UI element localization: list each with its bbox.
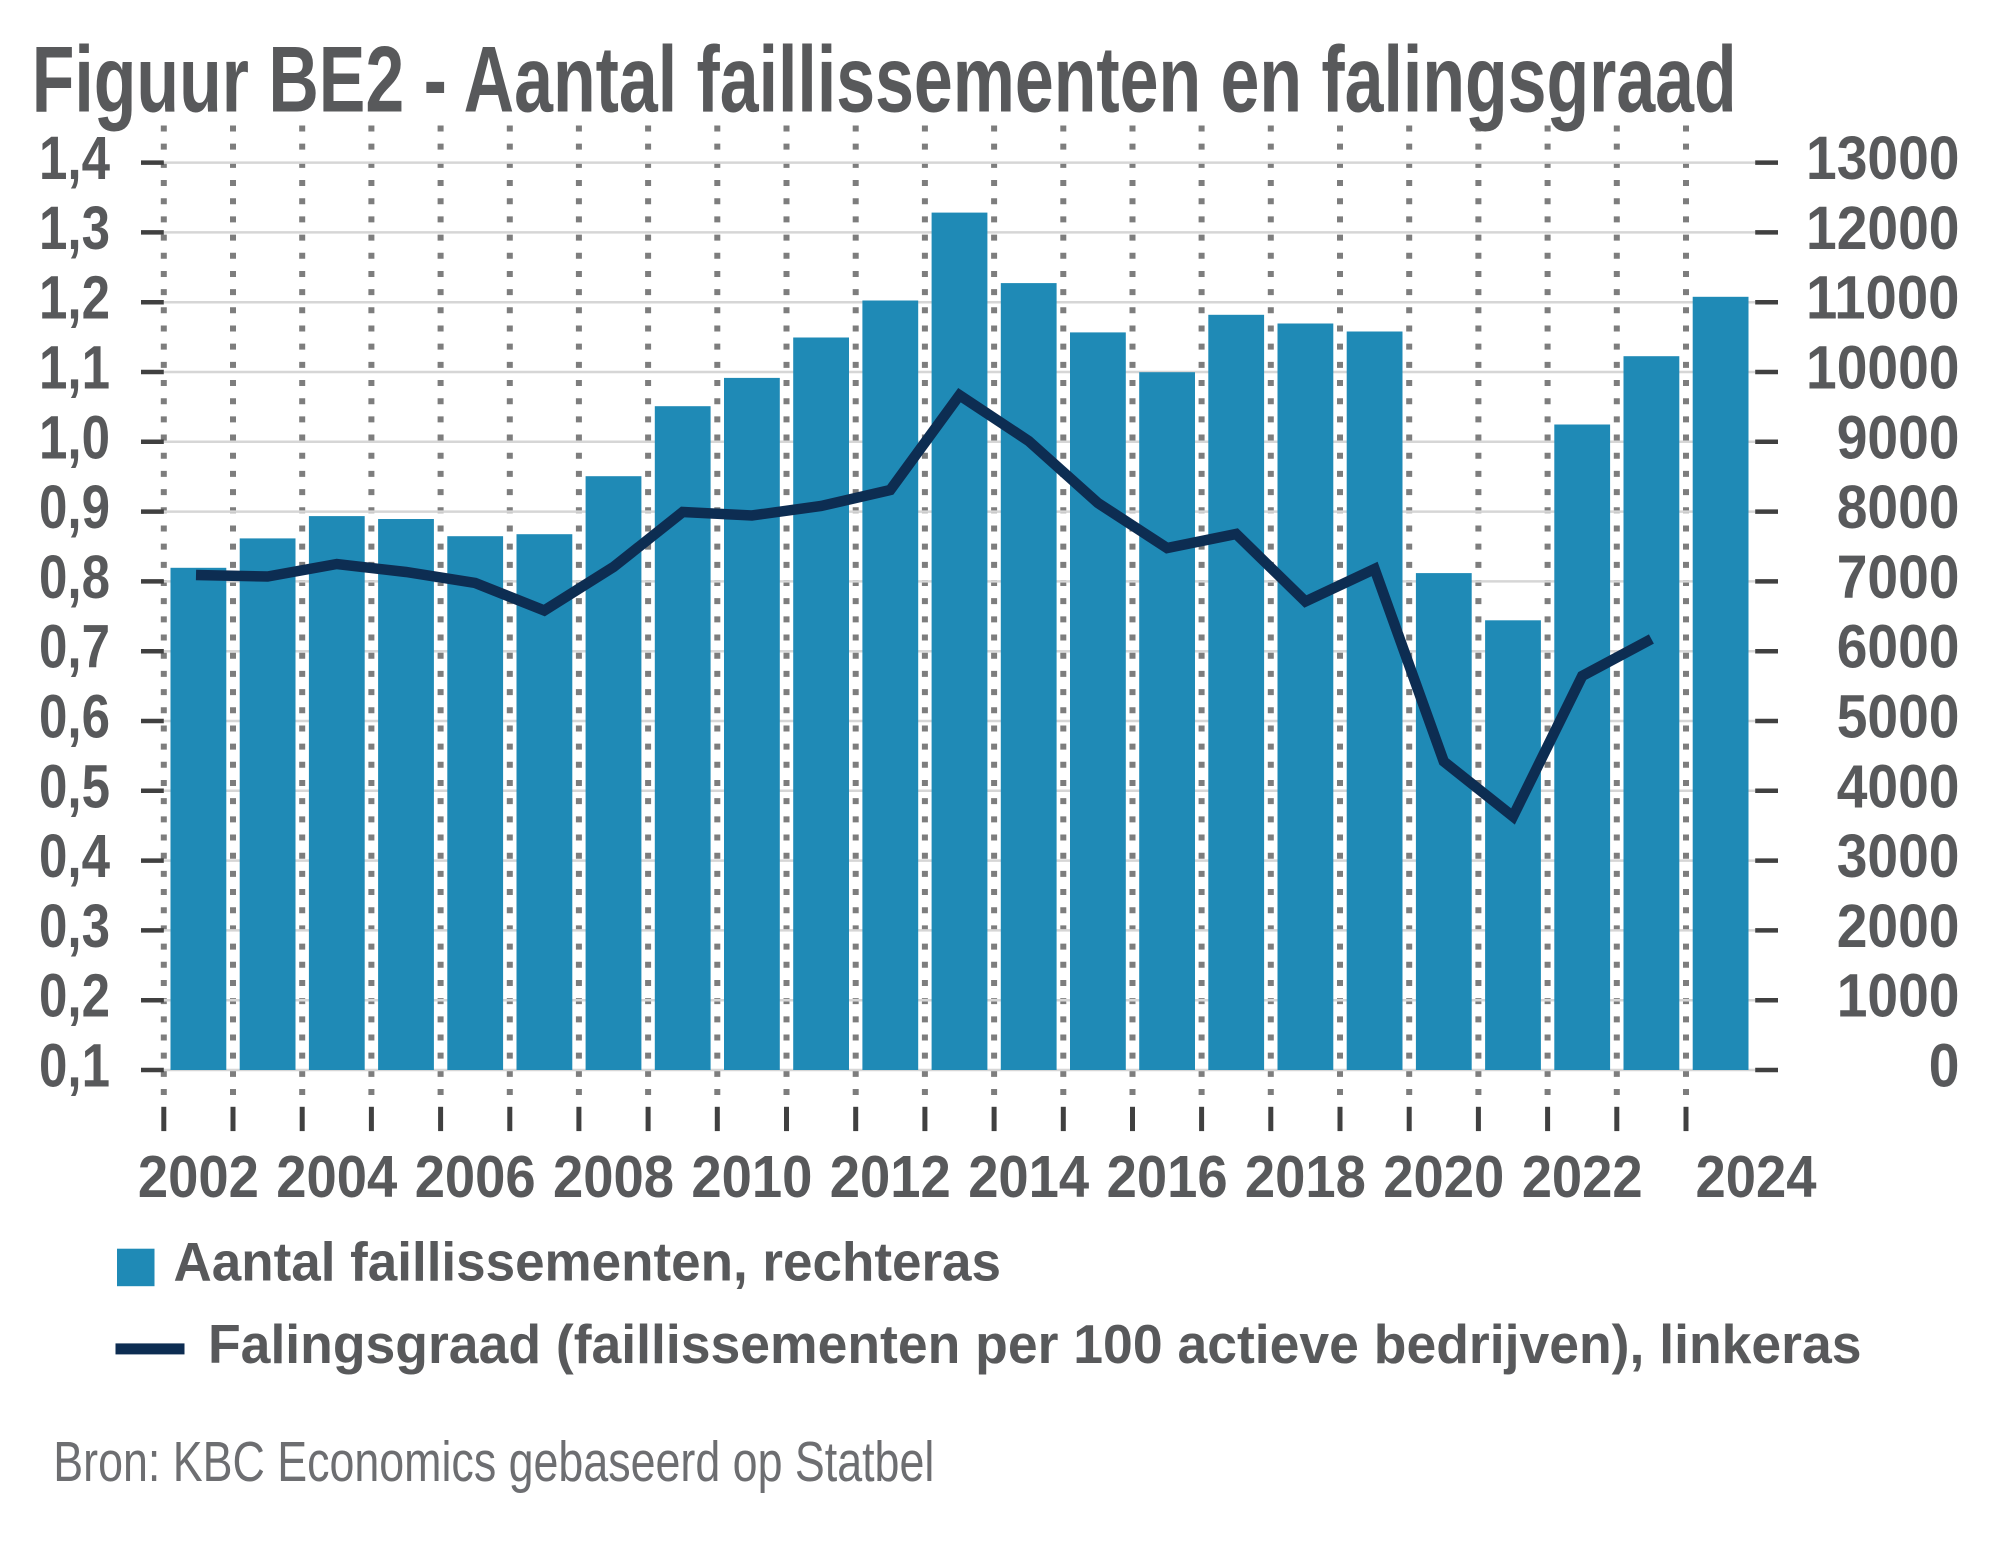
svg-text:2012: 2012 — [830, 1144, 951, 1210]
svg-text:0,6: 0,6 — [39, 683, 110, 751]
svg-text:0,1: 0,1 — [39, 1032, 110, 1100]
svg-text:Aantal faillissementen, rechte: Aantal faillissementen, rechteras — [174, 1232, 1002, 1293]
svg-text:9000: 9000 — [1837, 403, 1960, 471]
svg-text:0,9: 0,9 — [39, 473, 110, 541]
svg-text:2018: 2018 — [1245, 1144, 1366, 1210]
svg-text:12000: 12000 — [1806, 194, 1960, 262]
svg-text:4000: 4000 — [1837, 752, 1960, 820]
svg-text:2006: 2006 — [415, 1144, 536, 1210]
svg-text:2016: 2016 — [1107, 1144, 1228, 1210]
svg-text:8000: 8000 — [1837, 473, 1960, 541]
svg-text:2014: 2014 — [968, 1144, 1089, 1210]
svg-text:1,0: 1,0 — [39, 403, 110, 471]
svg-text:11000: 11000 — [1806, 264, 1960, 332]
svg-text:2024: 2024 — [1696, 1144, 1817, 1210]
svg-text:0,8: 0,8 — [39, 543, 110, 611]
svg-text:5000: 5000 — [1837, 683, 1960, 751]
svg-text:2008: 2008 — [553, 1144, 674, 1210]
svg-text:7000: 7000 — [1837, 543, 1960, 611]
svg-text:0,5: 0,5 — [39, 752, 110, 820]
svg-text:1,1: 1,1 — [39, 334, 110, 402]
svg-text:0,4: 0,4 — [39, 822, 110, 890]
svg-text:2004: 2004 — [276, 1144, 397, 1210]
svg-text:2020: 2020 — [1383, 1144, 1504, 1210]
svg-text:2000: 2000 — [1837, 892, 1960, 960]
svg-text:10000: 10000 — [1806, 334, 1960, 402]
svg-text:6000: 6000 — [1837, 613, 1960, 681]
svg-text:1,3: 1,3 — [39, 194, 110, 262]
svg-text:3000: 3000 — [1837, 822, 1960, 890]
svg-text:Figuur BE2 - Aantal faillissem: Figuur BE2 - Aantal faillissementen en f… — [32, 27, 1737, 132]
svg-text:2002: 2002 — [138, 1144, 259, 1210]
svg-text:Falingsgraad (faillissementen: Falingsgraad (faillissementen per 100 ac… — [208, 1314, 1862, 1375]
svg-text:0: 0 — [1929, 1032, 1960, 1100]
svg-text:Bron: KBC Economics gebaseerd: Bron: KBC Economics gebaseerd op Statbel — [53, 1430, 934, 1494]
svg-text:1,2: 1,2 — [39, 264, 110, 332]
svg-text:1000: 1000 — [1837, 962, 1960, 1030]
svg-text:1,4: 1,4 — [39, 124, 110, 192]
svg-text:2010: 2010 — [691, 1144, 812, 1210]
svg-text:2022: 2022 — [1522, 1144, 1643, 1210]
svg-text:0,2: 0,2 — [39, 962, 110, 1030]
svg-text:0,7: 0,7 — [39, 613, 110, 681]
svg-text:13000: 13000 — [1806, 124, 1960, 192]
svg-text:0,3: 0,3 — [39, 892, 110, 960]
